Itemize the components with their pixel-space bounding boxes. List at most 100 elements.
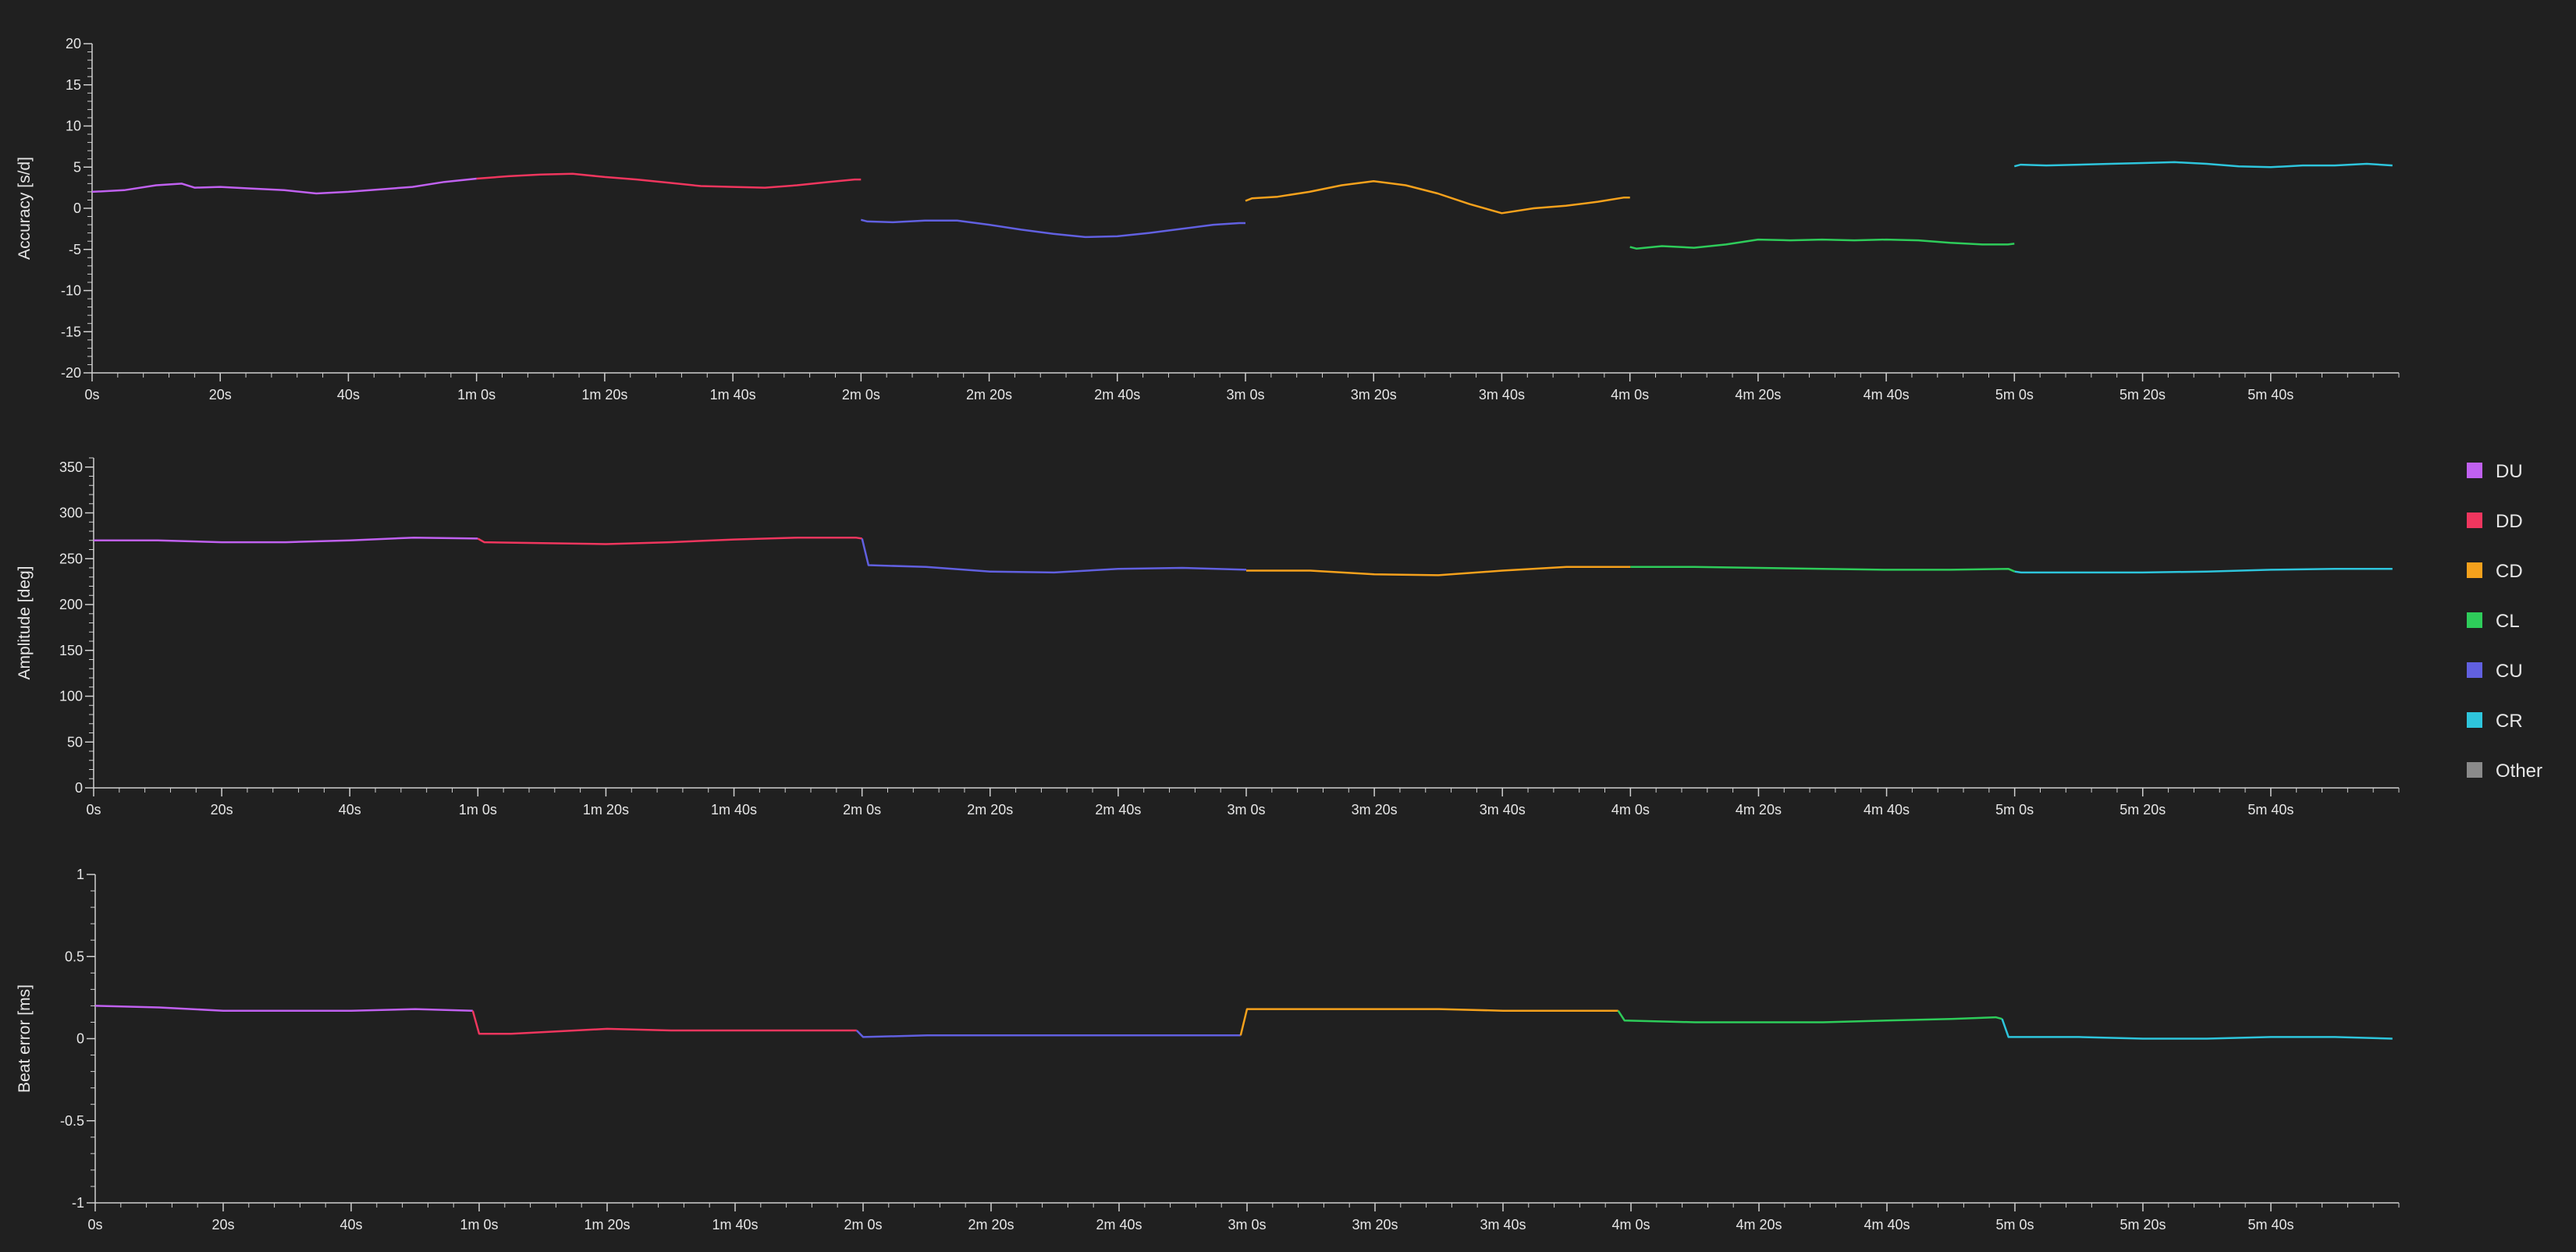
y-tick-label: 200 — [59, 597, 83, 612]
x-tick-label: 5m 40s — [2247, 802, 2294, 818]
x-tick-label: 5m 40s — [2247, 1217, 2294, 1232]
y-tick-label: -0.5 — [60, 1113, 84, 1129]
x-tick-label: 20s — [209, 387, 232, 403]
x-tick-label: 4m 20s — [1735, 387, 1781, 403]
y-tick-label: 10 — [66, 119, 81, 134]
legend-label-cl: CL — [2496, 611, 2520, 632]
accuracy-axis-title: Accuracy [s/d] — [16, 157, 34, 260]
x-tick-label: 3m 20s — [1351, 387, 1397, 403]
legend-swatch-other — [2467, 762, 2482, 778]
y-tick-label: 0 — [73, 200, 81, 216]
x-tick-label: 20s — [211, 1217, 234, 1232]
series-line-cu — [860, 218, 1245, 239]
x-tick-label: 2m 0s — [842, 387, 880, 403]
y-tick-label: 150 — [59, 643, 83, 658]
legend-swatch-cu — [2467, 662, 2482, 678]
legend-swatch-cr — [2467, 712, 2482, 728]
x-tick-label: 40s — [339, 1217, 362, 1232]
x-tick-label: 4m 40s — [1864, 387, 1910, 403]
x-tick-label: 3m 20s — [1352, 1217, 1398, 1232]
legend-label-cr: CR — [2496, 711, 2523, 732]
x-tick-label: 2m 40s — [1095, 802, 1141, 818]
y-tick-label: 20 — [66, 36, 81, 51]
y-tick-label: 5 — [73, 159, 81, 175]
series-line-dd — [476, 172, 862, 189]
x-tick-label: 2m 40s — [1094, 387, 1140, 403]
legend-label-other: Other — [2496, 761, 2542, 782]
x-tick-label: 1m 0s — [460, 1217, 498, 1232]
beat-error-axis-title: Beat error [ms] — [16, 984, 34, 1093]
x-tick-label: 2m 20s — [966, 387, 1012, 403]
amplitude-axis-title: Amplitude [deg] — [16, 566, 34, 680]
x-tick-label: 5m 20s — [2119, 387, 2166, 403]
x-tick-label: 5m 0s — [1995, 802, 2034, 818]
x-tick-label: 1m 0s — [457, 387, 496, 403]
series-line-cr — [2014, 567, 2393, 574]
x-tick-label: 3m 20s — [1352, 802, 1398, 818]
x-tick-label: 5m 0s — [1995, 387, 2034, 403]
series-line-cu — [855, 1030, 1241, 1038]
legend-swatch-du — [2467, 463, 2482, 478]
series-line-cd — [1239, 1008, 1618, 1036]
x-tick-label: 2m 0s — [843, 802, 881, 818]
legend-swatch-dd — [2467, 513, 2482, 528]
x-tick-label: 3m 40s — [1480, 802, 1526, 818]
x-tick-label: 4m 20s — [1736, 802, 1782, 818]
legend-label-cu: CU — [2496, 661, 2523, 682]
accuracy-chart: -20 -15 -10 -5 0 5 10 15 20 0s 20s 40s 1m 0s 1m 20s 1m… — [16, 36, 2400, 403]
y-tick-label: -1 — [72, 1195, 84, 1211]
x-tick-label: 0s — [86, 802, 101, 818]
x-tick-label: 1m 20s — [584, 1217, 630, 1232]
x-tick-label: 4m 40s — [1864, 1217, 1910, 1232]
y-tick-label: 0 — [76, 1031, 84, 1047]
series-line-dd — [477, 536, 862, 545]
legend-label-du: DU — [2496, 461, 2523, 482]
x-tick-label: 4m 40s — [1864, 802, 1910, 818]
y-tick-label: 350 — [59, 459, 83, 475]
x-tick-label: 5m 0s — [1995, 1217, 2034, 1232]
x-tick-label: 3m 0s — [1226, 387, 1264, 403]
series-line-du — [94, 536, 478, 544]
series-line-cu — [861, 538, 1247, 574]
y-tick-label: -15 — [61, 324, 81, 339]
x-tick-label: 5m 40s — [2247, 387, 2294, 403]
y-tick-label: 0 — [75, 780, 83, 796]
x-tick-label: 40s — [337, 387, 360, 403]
y-tick-label: 300 — [59, 505, 83, 521]
y-tick-label: -10 — [61, 283, 81, 299]
x-tick-label: 0s — [84, 387, 99, 403]
amplitude-chart: 0 50 100 150 200 250 300 350 0s 20s 40s 1m 0s 1m 20s… — [16, 457, 2400, 818]
x-tick-label: 1m 0s — [459, 802, 497, 818]
x-tick-label: 2m 20s — [968, 1217, 1014, 1232]
y-tick-label: 100 — [59, 689, 83, 704]
x-tick-label: 1m 40s — [710, 387, 756, 403]
y-tick-label: 50 — [67, 734, 83, 750]
y-tick-label: 0.5 — [65, 949, 84, 964]
series-line-cl — [1629, 238, 2015, 250]
y-tick-label: -20 — [61, 365, 81, 381]
y-tick-label: -5 — [69, 242, 81, 257]
series-line-cr — [2013, 161, 2393, 168]
legend-label-dd: DD — [2496, 511, 2523, 532]
x-tick-label: 4m 0s — [1611, 387, 1649, 403]
legend-swatch-cl — [2467, 612, 2482, 628]
series-line-cd — [1246, 566, 1631, 576]
x-tick-label: 1m 20s — [581, 387, 627, 403]
y-tick-label: 15 — [66, 77, 81, 93]
x-tick-label: 1m 40s — [712, 1217, 758, 1232]
x-tick-label: 1m 40s — [711, 802, 757, 818]
series-line-du — [94, 1005, 473, 1012]
series-line-du — [91, 177, 477, 195]
legend-label-cd: CD — [2496, 561, 2523, 582]
series-line-cl — [1617, 1010, 2002, 1023]
x-tick-label: 20s — [211, 802, 233, 818]
x-tick-label: 2m 40s — [1096, 1217, 1142, 1232]
x-tick-label: 5m 20s — [2119, 1217, 2166, 1232]
x-tick-label: 3m 0s — [1228, 1217, 1266, 1232]
x-tick-label: 1m 20s — [583, 802, 629, 818]
series-line-dd — [471, 1010, 857, 1035]
x-tick-label: 0s — [87, 1217, 102, 1232]
x-tick-label: 2m 0s — [844, 1217, 882, 1232]
x-tick-label: 3m 40s — [1479, 387, 1525, 403]
